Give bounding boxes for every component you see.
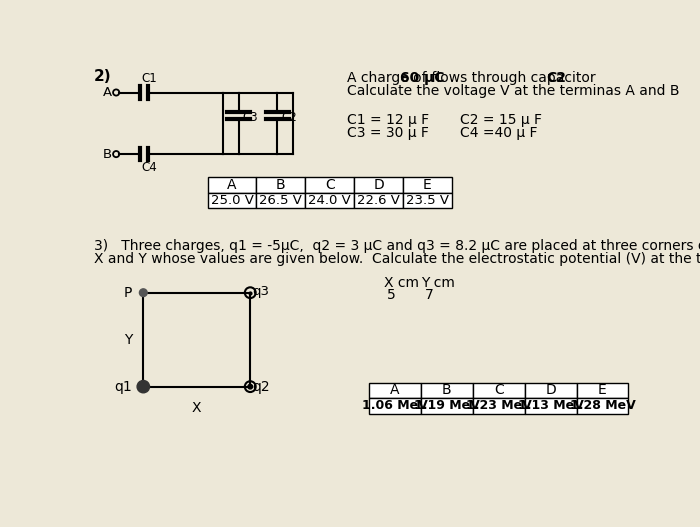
Text: B: B — [103, 148, 112, 161]
Text: D: D — [373, 178, 384, 192]
Bar — [421, 398, 473, 414]
Bar — [524, 383, 577, 398]
Text: C1: C1 — [141, 72, 158, 85]
Text: 24.0 V: 24.0 V — [308, 194, 351, 207]
Bar — [208, 177, 256, 192]
Text: 22.6 V: 22.6 V — [357, 194, 400, 207]
Circle shape — [248, 384, 253, 389]
Text: C: C — [325, 178, 335, 192]
Bar — [473, 383, 524, 398]
Text: A: A — [103, 86, 112, 99]
Text: C2 = 15 μ F: C2 = 15 μ F — [459, 113, 542, 128]
Bar — [305, 177, 354, 192]
Text: X cm: X cm — [384, 276, 419, 290]
Text: C2: C2 — [546, 71, 566, 85]
Bar — [473, 398, 524, 414]
Text: 3)   Three charges, q1 = -5μC,  q2 = 3 μC and q3 = 8.2 μC are placed at three co: 3) Three charges, q1 = -5μC, q2 = 3 μC a… — [94, 239, 700, 253]
Text: B: B — [442, 384, 452, 397]
Text: flows through capacitor: flows through capacitor — [427, 71, 600, 85]
Bar — [256, 192, 305, 208]
Text: q1: q1 — [115, 379, 132, 394]
Bar — [577, 398, 629, 414]
Bar — [421, 383, 473, 398]
Text: 1.06 MeV: 1.06 MeV — [362, 399, 428, 413]
Text: C1 = 12 μ F: C1 = 12 μ F — [347, 113, 429, 128]
Text: C3: C3 — [242, 111, 258, 124]
Text: q3: q3 — [253, 285, 270, 298]
Text: X: X — [192, 401, 202, 415]
Text: 60 μC: 60 μC — [400, 71, 444, 85]
Text: X and Y whose values are given below.  Calculate the electrostatic potential (V): X and Y whose values are given below. Ca… — [94, 252, 700, 266]
Bar — [403, 177, 452, 192]
Bar — [369, 398, 421, 414]
Text: 1.13 MeV: 1.13 MeV — [518, 399, 583, 413]
Bar — [524, 398, 577, 414]
Text: E: E — [598, 384, 607, 397]
Text: B: B — [276, 178, 286, 192]
Bar — [208, 192, 256, 208]
Bar — [577, 383, 629, 398]
Text: C: C — [494, 384, 503, 397]
Text: Y: Y — [124, 333, 132, 347]
Text: Y cm: Y cm — [421, 276, 454, 290]
Text: 1.19 MeV: 1.19 MeV — [414, 399, 480, 413]
Text: D: D — [545, 384, 556, 397]
Circle shape — [137, 380, 150, 393]
Text: A charge of: A charge of — [347, 71, 431, 85]
Text: P: P — [124, 286, 132, 300]
Text: q2: q2 — [253, 379, 270, 394]
Text: C3 = 30 μ F: C3 = 30 μ F — [347, 126, 429, 140]
Text: A: A — [390, 384, 400, 397]
Text: 26.5 V: 26.5 V — [260, 194, 302, 207]
Bar — [354, 192, 403, 208]
Text: E: E — [423, 178, 432, 192]
Text: A: A — [228, 178, 237, 192]
Bar — [305, 192, 354, 208]
Text: 1.28 MeV: 1.28 MeV — [570, 399, 636, 413]
Text: 2): 2) — [94, 70, 111, 84]
Text: 5: 5 — [386, 288, 395, 302]
Text: C2: C2 — [281, 111, 297, 124]
Bar — [369, 383, 421, 398]
Text: 7: 7 — [425, 288, 433, 302]
Bar — [256, 177, 305, 192]
Bar — [354, 177, 403, 192]
Text: 23.5 V: 23.5 V — [406, 194, 449, 207]
Circle shape — [139, 289, 147, 297]
Bar — [403, 192, 452, 208]
Text: Calculate the voltage V at the terminas A and B: Calculate the voltage V at the terminas … — [347, 84, 680, 98]
Text: C4 =40 μ F: C4 =40 μ F — [459, 126, 537, 140]
Text: C4: C4 — [141, 161, 158, 174]
Text: 1.23 MeV: 1.23 MeV — [466, 399, 531, 413]
Text: 25.0 V: 25.0 V — [211, 194, 253, 207]
